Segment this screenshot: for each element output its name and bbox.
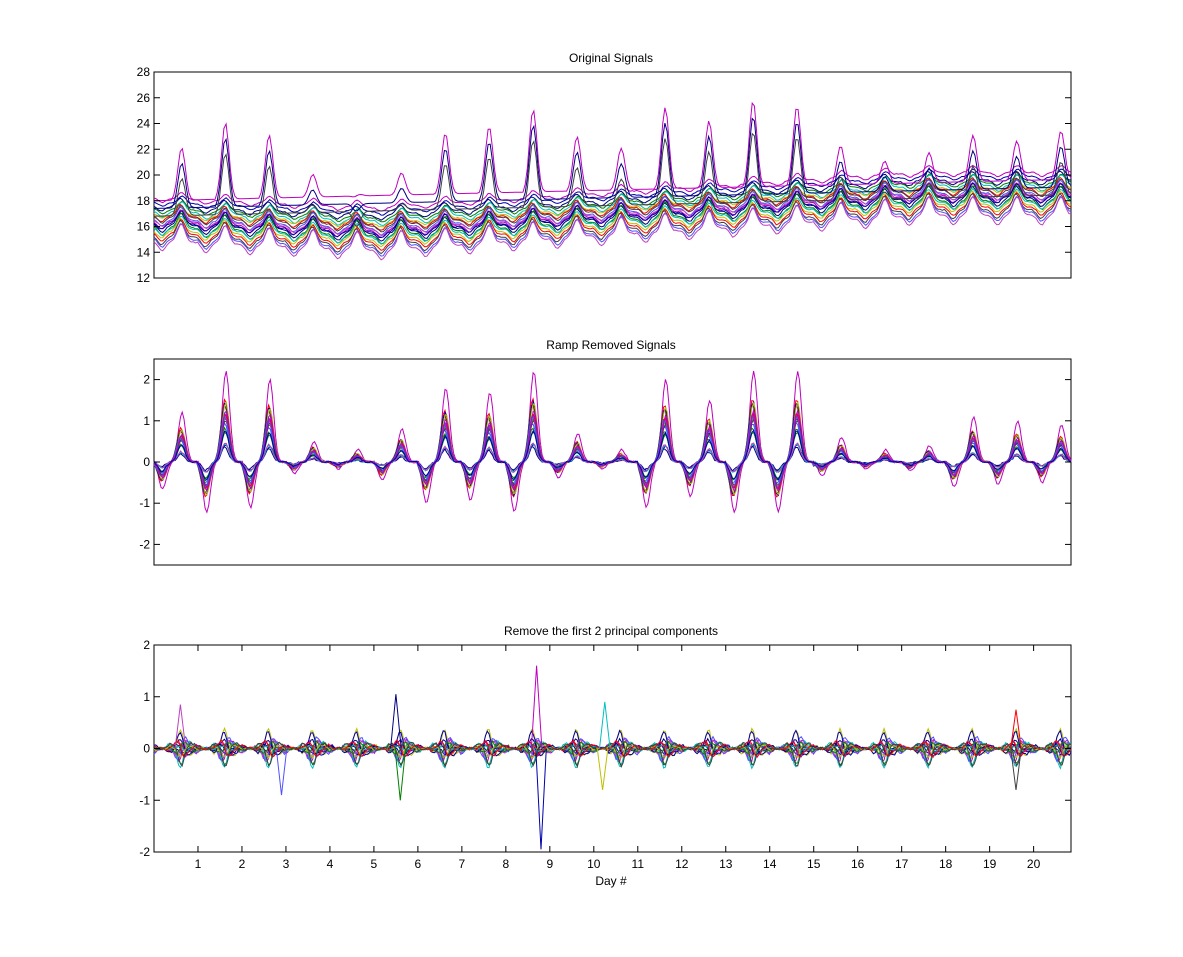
x-tick-label: 7 [459, 857, 466, 871]
x-tick-label: 11 [632, 857, 645, 871]
spike-line [275, 748, 288, 796]
y-tick-label: 28 [137, 65, 151, 79]
series-line [153, 177, 1072, 233]
axes: 12 14 16 18 20 22 24 26 28 [137, 65, 1071, 285]
x-tick-label: 19 [983, 857, 997, 871]
spike-line [390, 694, 402, 749]
y-tick-label: -1 [139, 496, 150, 510]
series-line [153, 429, 1072, 481]
x-tick-label: 6 [415, 857, 422, 871]
series-line [153, 179, 1072, 236]
y-tick-label: 12 [137, 271, 151, 285]
x-tick-label: 5 [371, 857, 378, 871]
x-tick-label: 18 [939, 857, 953, 871]
y-tick-label: 16 [137, 220, 151, 234]
series-line [153, 743, 1072, 760]
spike-line [599, 701, 611, 749]
panel-ramp-removed: Ramp Removed Signals -2 -1 0 1 2 [139, 338, 1072, 566]
series-group [153, 665, 1072, 850]
y-tick-label: 14 [137, 245, 151, 259]
spike-line [535, 748, 547, 850]
panel-original-signals: Original Signals 12 14 16 18 20 22 24 26 28 [137, 51, 1072, 285]
series-line [153, 192, 1072, 255]
y-tick-label: 1 [143, 414, 150, 428]
series-line [153, 185, 1072, 238]
series-line [153, 190, 1072, 248]
series-line [153, 741, 1072, 768]
x-tick-label: 9 [546, 857, 553, 871]
x-tick-label: 3 [283, 857, 290, 871]
spike-line [530, 665, 543, 749]
y-tick-label: 0 [143, 455, 150, 469]
series-line [153, 101, 1072, 202]
y-tick-label: 0 [143, 742, 150, 756]
spike-line [174, 704, 187, 749]
y-tick-label: 26 [137, 91, 151, 105]
series-line [153, 195, 1072, 261]
x-tick-label: 13 [719, 857, 733, 871]
x-tick-label: 20 [1027, 857, 1041, 871]
spike-line [1010, 709, 1022, 749]
series-line [153, 176, 1072, 231]
x-tick-label: 15 [807, 857, 821, 871]
x-tick-label: 8 [503, 857, 510, 871]
y-tick-label: 22 [137, 142, 151, 156]
series-line [153, 182, 1072, 242]
chart-title: Original Signals [569, 51, 653, 65]
chart-title: Remove the first 2 principal components [504, 624, 718, 638]
series-line [153, 164, 1072, 212]
series-line [153, 739, 1072, 759]
spike-line [596, 748, 609, 790]
series-line [153, 132, 1072, 228]
y-tick-label: -1 [139, 793, 150, 807]
series-line [153, 117, 1072, 212]
panel-principal-components: Remove the first 2 principal components … [139, 624, 1072, 888]
plot-frame [153, 71, 1072, 279]
y-tick-label: -2 [139, 537, 150, 551]
spike-line [394, 748, 407, 801]
x-tick-label: 1 [195, 857, 202, 871]
y-tick-label: 2 [143, 638, 150, 652]
series-line [153, 195, 1072, 257]
y-tick-label: 20 [137, 168, 151, 182]
y-tick-label: -2 [139, 845, 150, 859]
x-tick-label: 17 [895, 857, 909, 871]
x-tick-label: 16 [851, 857, 865, 871]
x-axis-label: Day # [595, 874, 627, 888]
series-line [153, 174, 1072, 227]
x-tick-label: 14 [763, 857, 777, 871]
series-group [153, 370, 1072, 514]
x-tick-label: 10 [587, 857, 601, 871]
x-tick-label: 12 [675, 857, 689, 871]
x-tick-label: 2 [239, 857, 246, 871]
y-tick-label: 2 [143, 373, 150, 387]
x-tick-label: 4 [327, 857, 334, 871]
axes: -2 -1 0 1 2 [139, 373, 1071, 551]
y-tick-label: 24 [137, 117, 151, 131]
spike-line [1010, 748, 1022, 790]
y-tick-label: 1 [143, 690, 150, 704]
series-group [153, 101, 1072, 261]
y-tick-label: 18 [137, 194, 151, 208]
chart-title: Ramp Removed Signals [546, 338, 675, 352]
